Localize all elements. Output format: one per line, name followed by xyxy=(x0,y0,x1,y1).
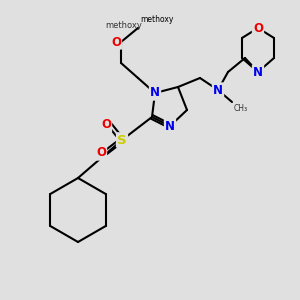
Text: S: S xyxy=(117,134,127,146)
Text: methoxy: methoxy xyxy=(105,20,142,29)
Text: N: N xyxy=(165,119,175,133)
Text: methoxy: methoxy xyxy=(140,15,173,24)
Text: N: N xyxy=(213,83,223,97)
Text: O: O xyxy=(96,146,106,160)
Text: N: N xyxy=(150,86,160,100)
Text: O: O xyxy=(253,22,263,34)
Text: O: O xyxy=(101,118,111,131)
Text: N: N xyxy=(253,65,263,79)
Text: CH₃: CH₃ xyxy=(234,104,248,113)
Text: O: O xyxy=(111,35,121,49)
